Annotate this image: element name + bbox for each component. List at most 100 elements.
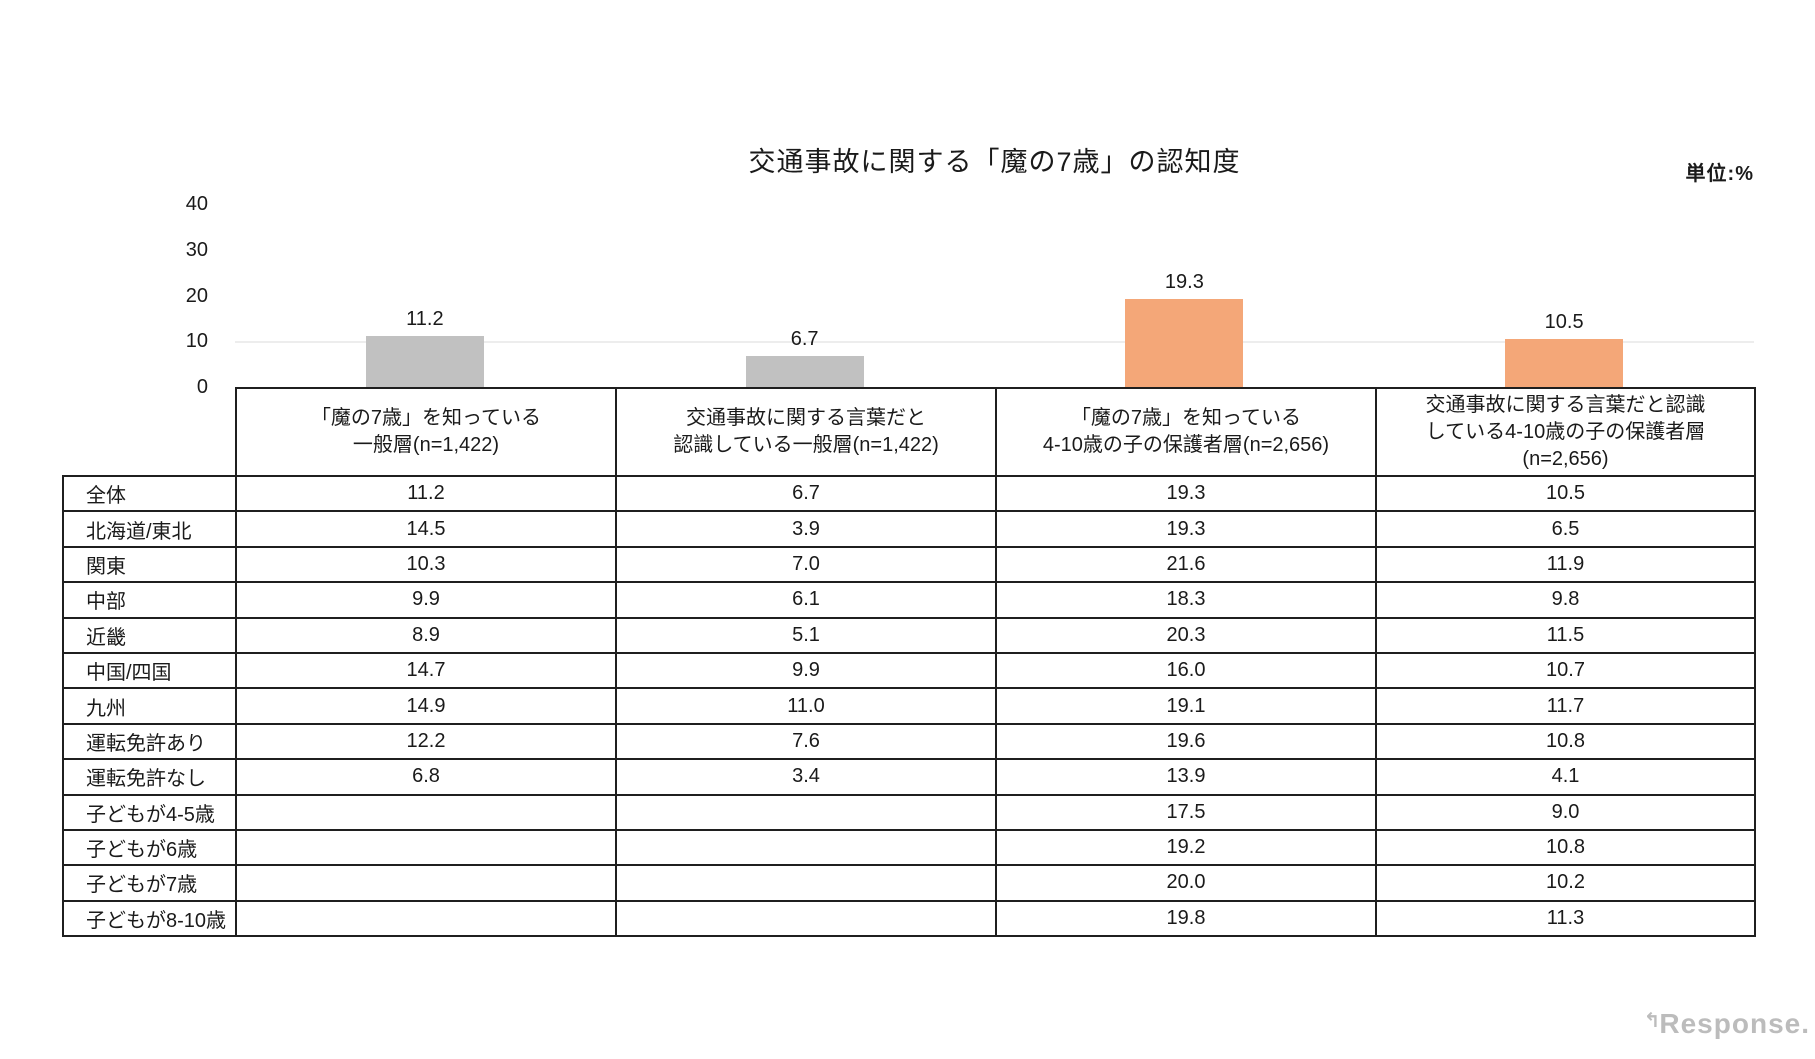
table-row: 北海道/東北 14.5 3.9 19.3 6.5 bbox=[62, 510, 1756, 548]
value-cell bbox=[235, 899, 617, 938]
row-label-cell: 中国/四国 bbox=[62, 651, 237, 690]
value-cell: 12.2 bbox=[235, 722, 617, 761]
table-row: 運転免許あり 12.2 7.6 19.6 10.8 bbox=[62, 722, 1756, 761]
bar-value-label: 6.7 bbox=[790, 328, 819, 350]
y-tick-label: 30 bbox=[185, 239, 208, 262]
value-cell: 14.9 bbox=[235, 687, 617, 725]
column-header-1: 「魔の7歳」を知っている 一般層(n=1,422) bbox=[235, 387, 617, 477]
y-tick-label: 40 bbox=[185, 193, 208, 216]
row-label-cell: 中部 bbox=[62, 581, 237, 619]
value-cell: 19.8 bbox=[995, 899, 1377, 938]
value-cell bbox=[615, 793, 997, 831]
table-row: 九州 14.9 11.0 19.1 11.7 bbox=[62, 687, 1756, 725]
value-cell: 11.2 bbox=[235, 474, 617, 513]
value-cell bbox=[615, 828, 997, 867]
row-label-cell: 九州 bbox=[62, 687, 237, 725]
value-cell: 19.1 bbox=[995, 687, 1377, 725]
value-cell: 11.9 bbox=[1375, 545, 1756, 584]
value-cell: 21.6 bbox=[995, 545, 1377, 584]
table-corner-blank-cell bbox=[63, 388, 236, 476]
bar-value-label: 11.2 bbox=[406, 308, 444, 330]
value-cell: 20.0 bbox=[995, 864, 1377, 902]
table-row: 子どもが6歳 19.2 10.8 bbox=[62, 828, 1756, 867]
value-cell bbox=[235, 828, 617, 867]
row-label-cell: 子どもが6歳 bbox=[62, 828, 237, 867]
value-cell: 9.9 bbox=[615, 651, 997, 690]
value-cell: 17.5 bbox=[995, 793, 1377, 831]
y-tick-label: 10 bbox=[185, 330, 208, 353]
row-label-cell: 子どもが7歳 bbox=[62, 864, 237, 902]
value-cell: 10.7 bbox=[1375, 651, 1756, 690]
value-cell: 8.9 bbox=[235, 616, 617, 654]
row-label-cell: 運転免許あり bbox=[62, 722, 237, 761]
bar-4 bbox=[1505, 339, 1624, 387]
table-row: 関東 10.3 7.0 21.6 11.9 bbox=[62, 545, 1756, 584]
value-cell: 14.5 bbox=[235, 510, 617, 548]
value-cell: 10.8 bbox=[1375, 722, 1756, 761]
row-label-cell: 関東 bbox=[62, 545, 237, 584]
unit-label: 単位:% bbox=[1685, 163, 1754, 185]
table-row: 子どもが4-5歳 17.5 9.0 bbox=[62, 793, 1756, 831]
bar-3 bbox=[1125, 299, 1244, 387]
table-row: 近畿 8.9 5.1 20.3 11.5 bbox=[62, 616, 1756, 654]
value-cell: 19.3 bbox=[995, 474, 1377, 513]
value-cell: 10.8 bbox=[1375, 828, 1756, 867]
table-header: 「魔の7歳」を知っている 一般層(n=1,422) 交通事故に関する言葉だと 認識して… bbox=[63, 387, 1756, 477]
table-row: 中部 9.9 6.1 18.3 9.8 bbox=[62, 581, 1756, 619]
watermark: ↰Response. bbox=[1640, 1008, 1810, 1040]
value-cell: 3.9 bbox=[615, 510, 997, 548]
value-cell: 7.6 bbox=[615, 722, 997, 761]
value-cell: 10.3 bbox=[235, 545, 617, 584]
bar-value-label: 10.5 bbox=[1544, 311, 1584, 333]
value-cell: 4.1 bbox=[1375, 758, 1756, 796]
value-cell: 9.0 bbox=[1375, 793, 1756, 831]
value-cell bbox=[235, 864, 617, 902]
value-cell: 11.7 bbox=[1375, 687, 1756, 725]
column-header-2: 交通事故に関する言葉だと 認識している一般層(n=1,422) bbox=[615, 387, 997, 477]
bar-2 bbox=[745, 356, 864, 387]
value-cell: 11.0 bbox=[615, 687, 997, 725]
table-row: 子どもが8-10歳 19.8 11.3 bbox=[62, 899, 1756, 938]
value-cell bbox=[615, 899, 997, 938]
value-cell: 6.8 bbox=[235, 758, 617, 796]
value-cell: 11.5 bbox=[1375, 616, 1756, 654]
row-label-cell: 近畿 bbox=[62, 616, 237, 654]
value-cell: 19.6 bbox=[995, 722, 1377, 761]
value-cell: 10.2 bbox=[1375, 864, 1756, 902]
value-cell bbox=[235, 793, 617, 831]
row-label-cell: 運転免許なし bbox=[62, 758, 237, 796]
row-label-cell: 北海道/東北 bbox=[62, 510, 237, 548]
value-cell: 18.3 bbox=[995, 581, 1377, 619]
value-cell: 9.9 bbox=[235, 581, 617, 619]
row-label-cell: 子どもが4-5歳 bbox=[62, 793, 237, 831]
value-cell: 6.7 bbox=[615, 474, 997, 513]
row-label-cell: 全体 bbox=[62, 474, 237, 513]
value-cell: 14.7 bbox=[235, 651, 617, 690]
row-label-cell: 子どもが8-10歳 bbox=[62, 899, 237, 938]
value-cell: 20.3 bbox=[995, 616, 1377, 654]
bar-value-label: 19.3 bbox=[1164, 271, 1204, 293]
table-row: 運転免許なし 6.8 3.4 13.9 4.1 bbox=[62, 758, 1756, 796]
chart-title: 交通事故に関する「魔の7歳」の認知度 bbox=[748, 147, 1241, 177]
y-tick-label: 20 bbox=[185, 284, 208, 307]
table-body: 全体 11.2 6.7 19.3 10.5 北海道/東北 14.5 3.9 19.3 6.5 関東 1… bbox=[62, 474, 1756, 938]
y-tick-label: 0 bbox=[196, 376, 208, 398]
table-row: 中国/四国 14.7 9.9 16.0 10.7 bbox=[62, 651, 1756, 690]
column-header-3: 「魔の7歳」を知っている 4-10歳の子の保護者層(n=2,656) bbox=[995, 387, 1377, 477]
value-cell: 11.3 bbox=[1375, 899, 1756, 938]
watermark-text: Response. bbox=[1659, 1008, 1810, 1039]
column-header-4: 交通事故に関する言葉だと認識 している4-10歳の子の保護者層 (n=2,656) bbox=[1375, 387, 1756, 477]
table-header-row: 「魔の7歳」を知っている 一般層(n=1,422) 交通事故に関する言葉だと 認識して… bbox=[63, 387, 1756, 477]
value-cell bbox=[615, 864, 997, 902]
value-cell: 9.8 bbox=[1375, 581, 1756, 619]
bar-1 bbox=[365, 336, 484, 387]
gridline-10 bbox=[235, 341, 1754, 344]
value-cell: 19.2 bbox=[995, 828, 1377, 867]
value-cell: 7.0 bbox=[615, 545, 997, 584]
value-cell: 19.3 bbox=[995, 510, 1377, 548]
table-row: 全体 11.2 6.7 19.3 10.5 bbox=[62, 474, 1756, 513]
value-cell: 5.1 bbox=[615, 616, 997, 654]
watermark-arrow-icon: ↰ bbox=[1643, 1010, 1662, 1032]
value-cell: 3.4 bbox=[615, 758, 997, 796]
